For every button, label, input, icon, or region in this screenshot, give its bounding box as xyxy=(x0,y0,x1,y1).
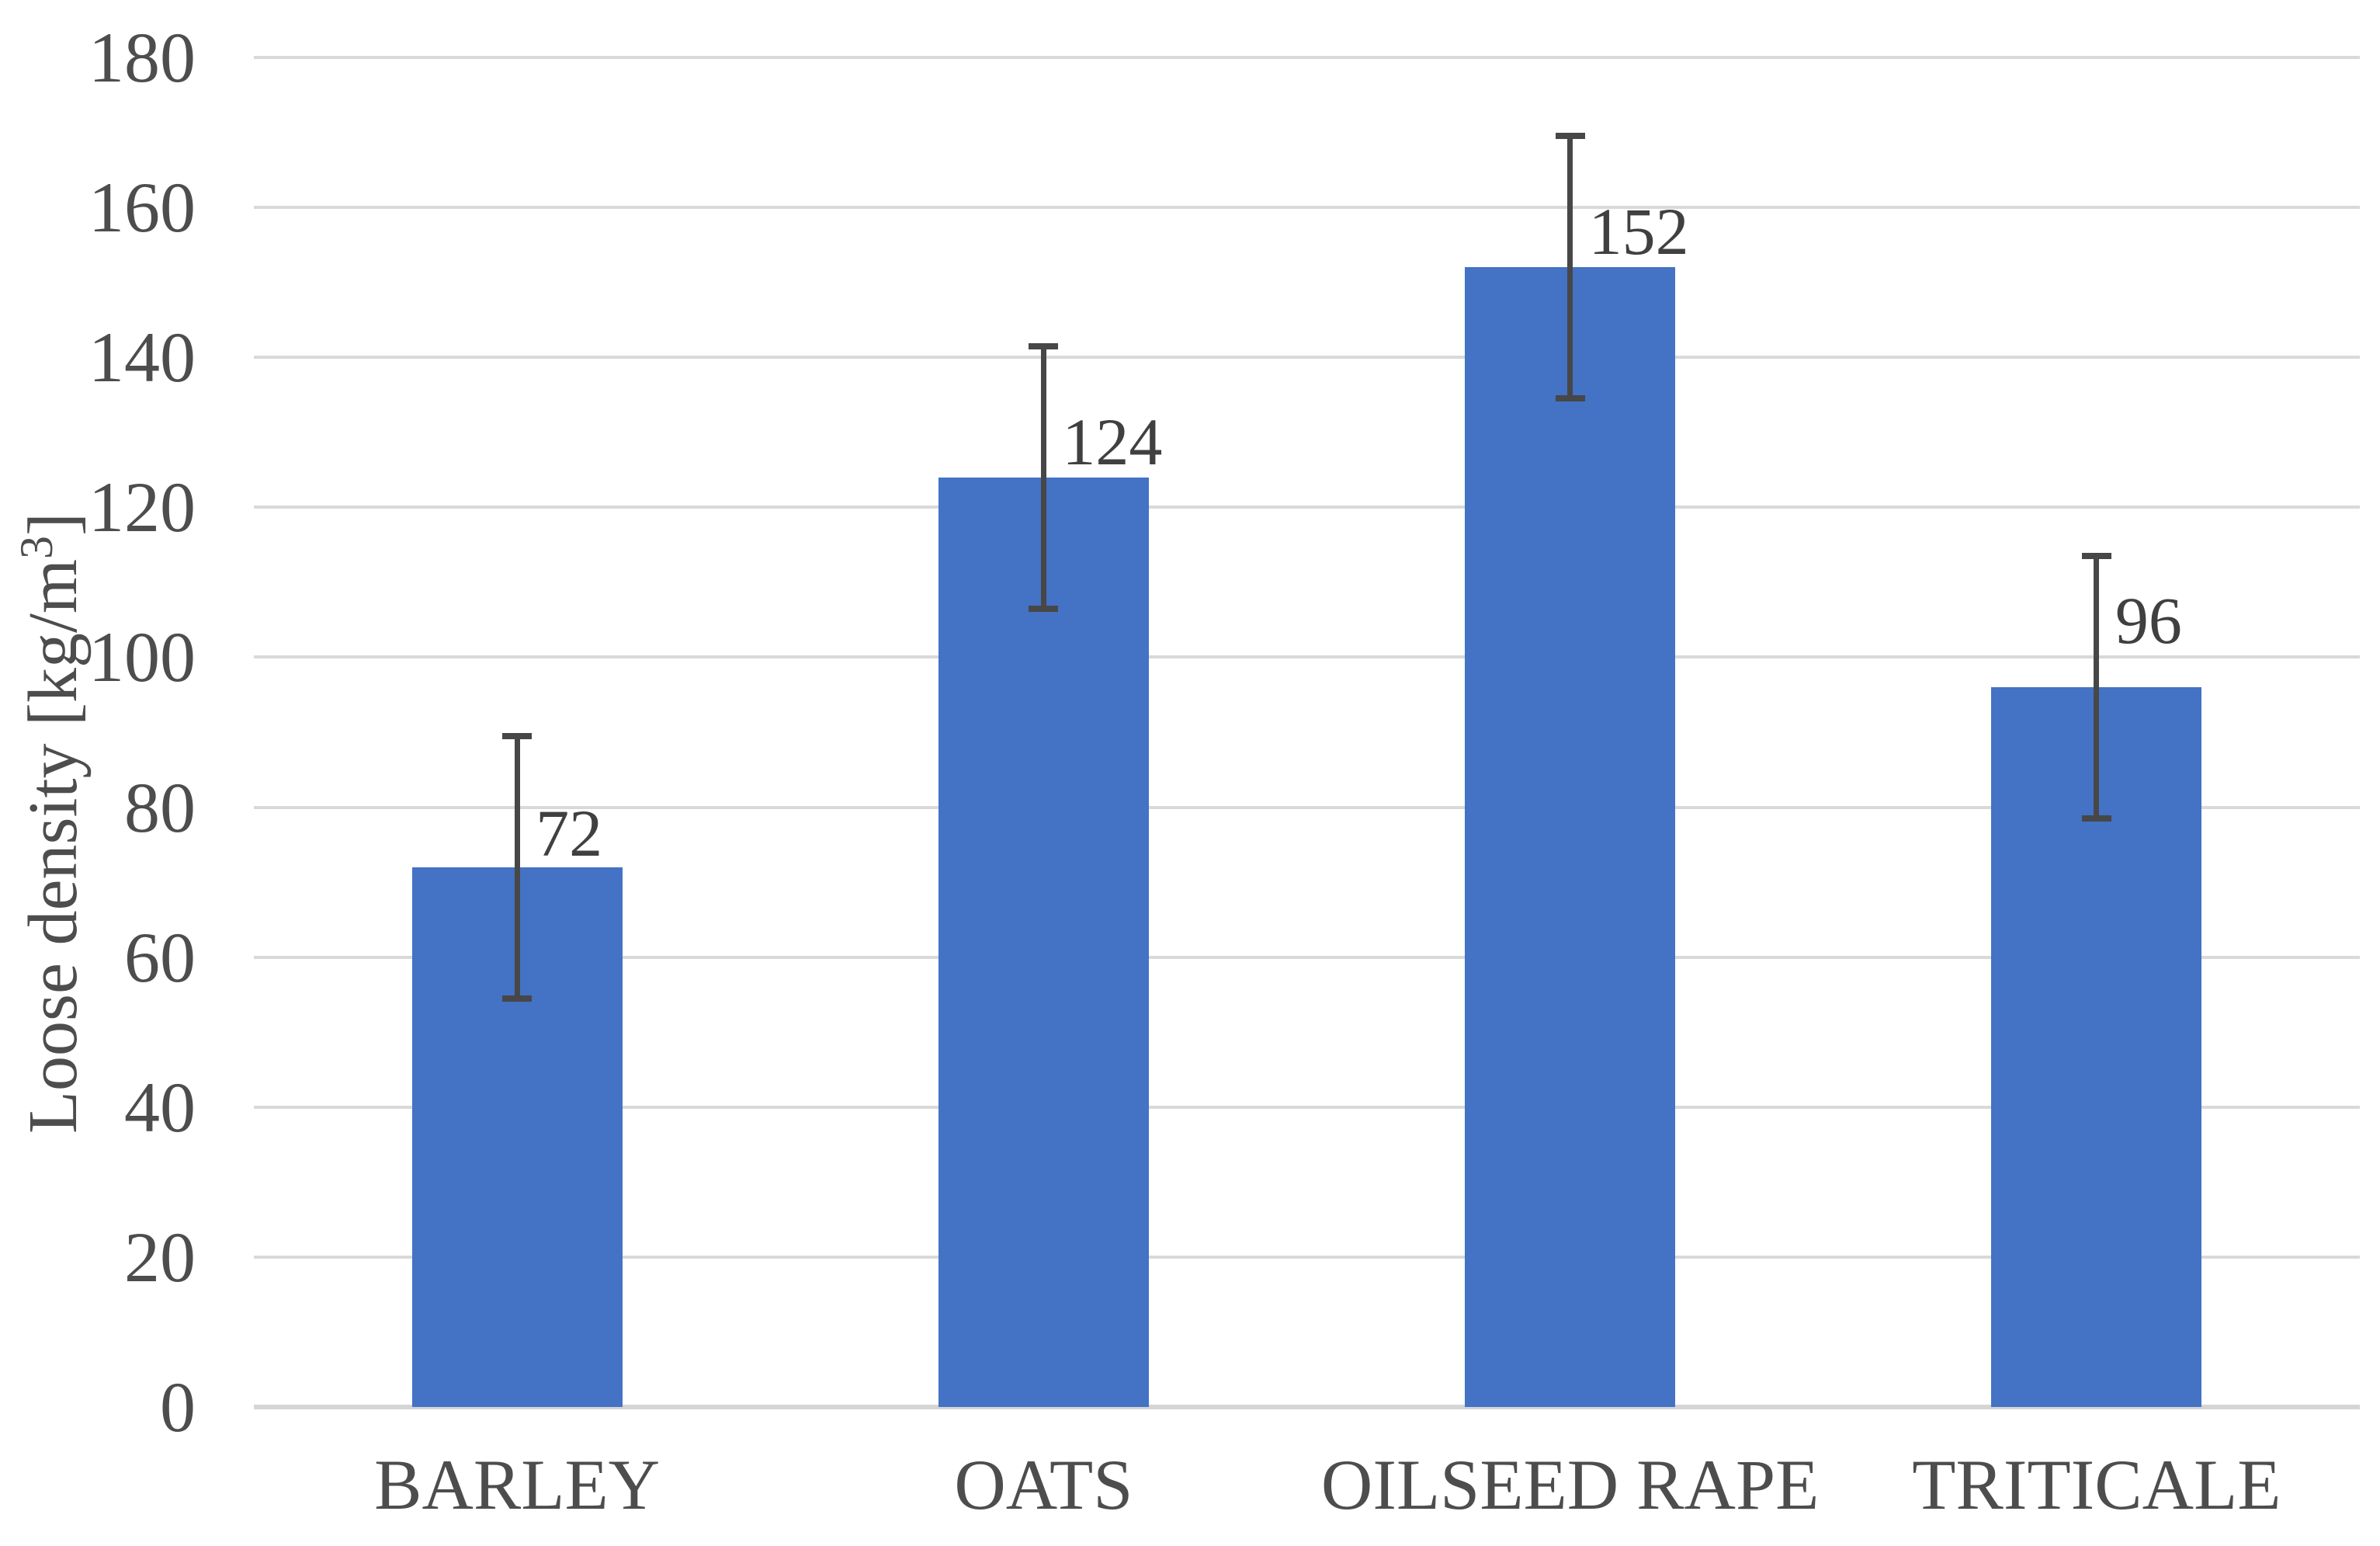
error-bar-line xyxy=(514,735,520,999)
error-bar-cap-bottom xyxy=(1555,395,1585,402)
y-axis-tick-label: 140 xyxy=(88,318,196,398)
error-bar-cap-bottom xyxy=(502,995,533,1002)
error-bar-line xyxy=(1567,136,1573,399)
error-bar-line xyxy=(1040,346,1046,609)
gridline xyxy=(254,505,2360,509)
error-bar-cap-top xyxy=(502,732,533,739)
gridline xyxy=(254,56,2360,59)
gridline xyxy=(254,805,2360,809)
x-axis-line xyxy=(254,1405,2360,1409)
y-axis-tick-label: 40 xyxy=(124,1067,196,1147)
value-label: 124 xyxy=(1062,404,1163,479)
y-axis-tick-label: 0 xyxy=(160,1367,196,1447)
gridline xyxy=(254,356,2360,360)
category-label-oilseed-rape: OILSEED RAPE xyxy=(1320,1445,1820,1524)
value-label: 72 xyxy=(536,795,603,870)
error-bar-cap-top xyxy=(2081,553,2111,560)
category-label-barley: BARLEY xyxy=(374,1445,661,1524)
gridline xyxy=(254,1255,2360,1259)
error-bar-line xyxy=(2094,556,2100,819)
error-bar-cap-bottom xyxy=(1029,605,1059,612)
y-axis-tick-label: 180 xyxy=(88,18,196,97)
bar-oats xyxy=(938,477,1149,1407)
y-axis-tick-label: 20 xyxy=(124,1217,196,1297)
y-axis-tick-label: 60 xyxy=(124,917,196,997)
category-label-oats: OATS xyxy=(954,1445,1133,1524)
gridline xyxy=(254,1105,2360,1109)
gridline xyxy=(254,655,2360,659)
error-bar-cap-top xyxy=(1029,342,1059,349)
gridline xyxy=(254,206,2360,210)
error-bar-cap-bottom xyxy=(2081,815,2111,822)
category-label-triticale: TRITICALE xyxy=(1912,1445,2281,1524)
error-bar-cap-top xyxy=(1555,133,1585,140)
value-label: 152 xyxy=(1588,194,1689,269)
y-axis-tick-label: 120 xyxy=(88,467,196,547)
gridline xyxy=(254,955,2360,959)
y-axis-tick-label: 100 xyxy=(88,617,196,697)
bar-oilseed-rape xyxy=(1465,267,1676,1407)
y-axis-tick-label: 80 xyxy=(124,767,196,847)
value-label: 96 xyxy=(2115,583,2182,658)
y-axis-tick-label: 160 xyxy=(88,168,196,248)
